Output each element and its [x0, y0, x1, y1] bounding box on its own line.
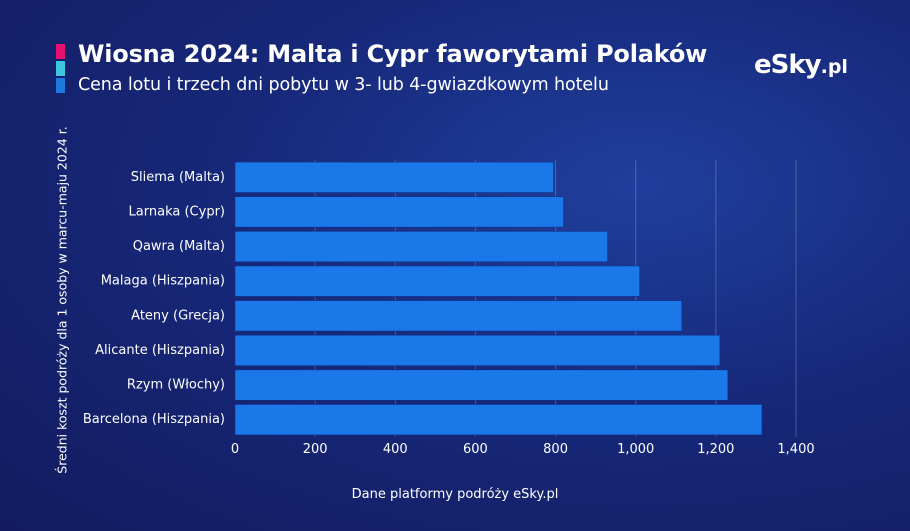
x-tick-label: 1,200	[697, 442, 734, 457]
category-label: Sliema (Malta)	[131, 170, 225, 185]
bar	[234, 404, 763, 436]
category-label: Alicante (Hiszpania)	[95, 343, 225, 358]
chart-title: Wiosna 2024: Malta i Cypr faworytami Pol…	[78, 40, 708, 68]
category-label: Larnaka (Cypr)	[129, 204, 225, 219]
bar	[234, 265, 641, 297]
x-tick-label: 400	[383, 442, 408, 457]
chart-subtitle: Cena lotu i trzech dni pobytu w 3- lub 4…	[78, 75, 609, 95]
logo-tld-text: .pl	[820, 56, 848, 78]
category-label: Malaga (Hiszpania)	[101, 274, 225, 289]
bar	[234, 300, 683, 332]
accent-bar-blue	[56, 78, 65, 93]
bars	[234, 161, 763, 436]
accent-bar-cyan	[56, 61, 65, 76]
bar	[234, 231, 608, 263]
x-tick-label: 800	[543, 442, 568, 457]
x-tick-label: 200	[303, 442, 328, 457]
x-tick-label: 1,000	[617, 442, 654, 457]
category-label: Rzym (Włochy)	[127, 378, 225, 393]
category-label: Barcelona (Hiszpania)	[83, 412, 225, 427]
accent-bar-pink	[56, 44, 65, 59]
source-note: Dane platformy podróży eSky.pl	[351, 487, 559, 502]
category-label: Qawra (Malta)	[133, 239, 225, 254]
bar	[234, 161, 554, 193]
bar	[234, 334, 721, 366]
bar	[234, 196, 564, 228]
category-label: Ateny (Grecja)	[131, 308, 225, 323]
x-tick-labels: 0 200 400 600 800 1,000 1,200 1,400	[231, 442, 815, 457]
logo-main-text: eSky	[754, 50, 822, 80]
x-tick-label: 1,400	[777, 442, 814, 457]
bar	[234, 369, 729, 401]
x-tick-label: 600	[463, 442, 488, 457]
x-tick-label: 0	[231, 442, 239, 457]
esky-logo: eSky.pl	[754, 50, 848, 80]
category-labels: Sliema (Malta) Larnaka (Cypr) Qawra (Malta…	[83, 170, 225, 427]
